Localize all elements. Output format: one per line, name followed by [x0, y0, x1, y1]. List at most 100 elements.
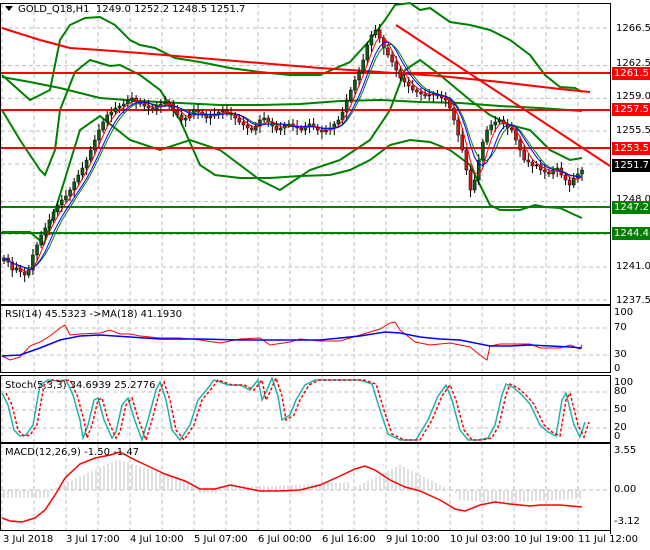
dropdown-triangle-icon[interactable]: [5, 5, 13, 11]
candle-body: [109, 111, 114, 116]
price-tick: 1259.0: [616, 91, 650, 102]
candle-body: [221, 109, 225, 113]
stoch-panel-title: Stoch(5,3,3) 34.6939 25.2776: [5, 380, 156, 391]
price-tick: 1241.0: [616, 261, 650, 272]
candle-body: [134, 97, 138, 103]
bollinger-middle: [1, 76, 583, 112]
candle-body: [398, 69, 403, 79]
candle-body: [518, 139, 522, 151]
candle-body: [121, 103, 126, 107]
candle-body: [390, 54, 394, 63]
candle-body: [93, 139, 97, 151]
candle-body: [373, 29, 378, 36]
rsi-tick: 0: [614, 363, 621, 374]
price-tick: 1248.0: [616, 194, 650, 205]
candle-body: [105, 114, 109, 123]
time-label: 9 Jul 10:00: [386, 534, 440, 545]
symbol-label: GOLD_Q18,H1: [18, 4, 90, 15]
candle-body: [117, 105, 122, 109]
candle-body: [35, 244, 39, 256]
candle-body: [394, 61, 398, 71]
time-label: 10 Jul 19:00: [514, 534, 574, 545]
candle-body: [423, 93, 427, 97]
candle-body: [64, 195, 68, 201]
ma-red: [3, 36, 583, 272]
stoch-tick: 50: [614, 404, 627, 415]
candle-body: [472, 179, 477, 191]
candle-body: [88, 149, 93, 161]
price-tick: 1255.5: [616, 125, 650, 136]
candle-body: [237, 117, 242, 123]
support-tag-1244-4: 1244.4: [612, 227, 650, 240]
candle-body: [534, 164, 539, 167]
candle-body: [183, 117, 188, 121]
candle-body: [336, 119, 341, 125]
panel-border: [0, 443, 611, 531]
candle-body: [410, 85, 415, 91]
candle-body: [10, 261, 15, 271]
candle-body: [357, 71, 361, 81]
candle-body: [489, 124, 493, 131]
bollinger-lower: [1, 58, 583, 219]
rsi-tick: 70: [614, 322, 627, 333]
candle-body: [299, 127, 304, 131]
long-ma-line: [1, 27, 591, 93]
candle-body: [233, 114, 237, 119]
stoch-tick: 20: [614, 422, 627, 433]
candle-body: [14, 267, 19, 271]
candle-body: [55, 204, 60, 213]
rsi-panel-title: RSI(14) 45.5323 ->MA(18) 41.1930: [5, 309, 182, 320]
candle-body: [43, 227, 48, 236]
descending-trendline: [395, 24, 611, 167]
candle-body: [76, 174, 81, 183]
candle-body: [51, 211, 56, 221]
candle-body: [344, 99, 349, 113]
time-label: 4 Jul 10:00: [130, 534, 184, 545]
candle-body: [481, 141, 485, 161]
candle-body: [72, 181, 76, 191]
candle-body: [274, 125, 279, 131]
candle-body: [97, 129, 101, 141]
price-tick: 1262.5: [616, 58, 650, 69]
ohlc-values: 1249.0 1252.2 1248.5 1251.7: [95, 4, 246, 15]
candle-body: [278, 127, 283, 131]
time-label: 6 Jul 16:00: [322, 534, 376, 545]
macd-tick: -3.12: [614, 516, 640, 527]
resistance-tag-1253-5: 1253.5: [612, 142, 650, 155]
candle-body: [427, 94, 431, 97]
candle-body: [155, 105, 159, 111]
candle-body: [580, 169, 584, 175]
time-label: 11 Jul 12:00: [578, 534, 638, 545]
candle-body: [501, 119, 506, 125]
candle-body: [130, 97, 134, 101]
candle-body: [245, 124, 250, 129]
candle-body: [361, 59, 365, 73]
candle-body: [365, 44, 370, 61]
time-label: 6 Jul 00:00: [258, 534, 312, 545]
bollinger-upper: [1, 1, 583, 102]
candle-body: [402, 77, 407, 83]
candle-body: [175, 109, 180, 116]
candle-body: [22, 271, 27, 276]
rsi-tick: 30: [614, 349, 627, 360]
candle-body: [254, 125, 258, 131]
candle-body: [47, 219, 52, 229]
candle-body: [522, 149, 526, 161]
candle-body: [419, 91, 423, 95]
stoch-tick: 0: [614, 431, 621, 442]
candle-body: [196, 109, 200, 113]
macd-signal-line: [1, 451, 583, 523]
resistance-tag-1257-5: 1257.5: [612, 103, 650, 116]
candle-body: [353, 79, 357, 91]
candle-body: [68, 189, 72, 197]
candle-body: [146, 105, 151, 109]
candle-body: [510, 127, 514, 131]
candle-body: [538, 164, 543, 171]
candle-body: [179, 114, 184, 121]
price-tick: 1237.5: [616, 295, 650, 306]
candle-body: [80, 167, 85, 176]
candle-body: [468, 169, 473, 191]
candle-body: [567, 179, 572, 186]
